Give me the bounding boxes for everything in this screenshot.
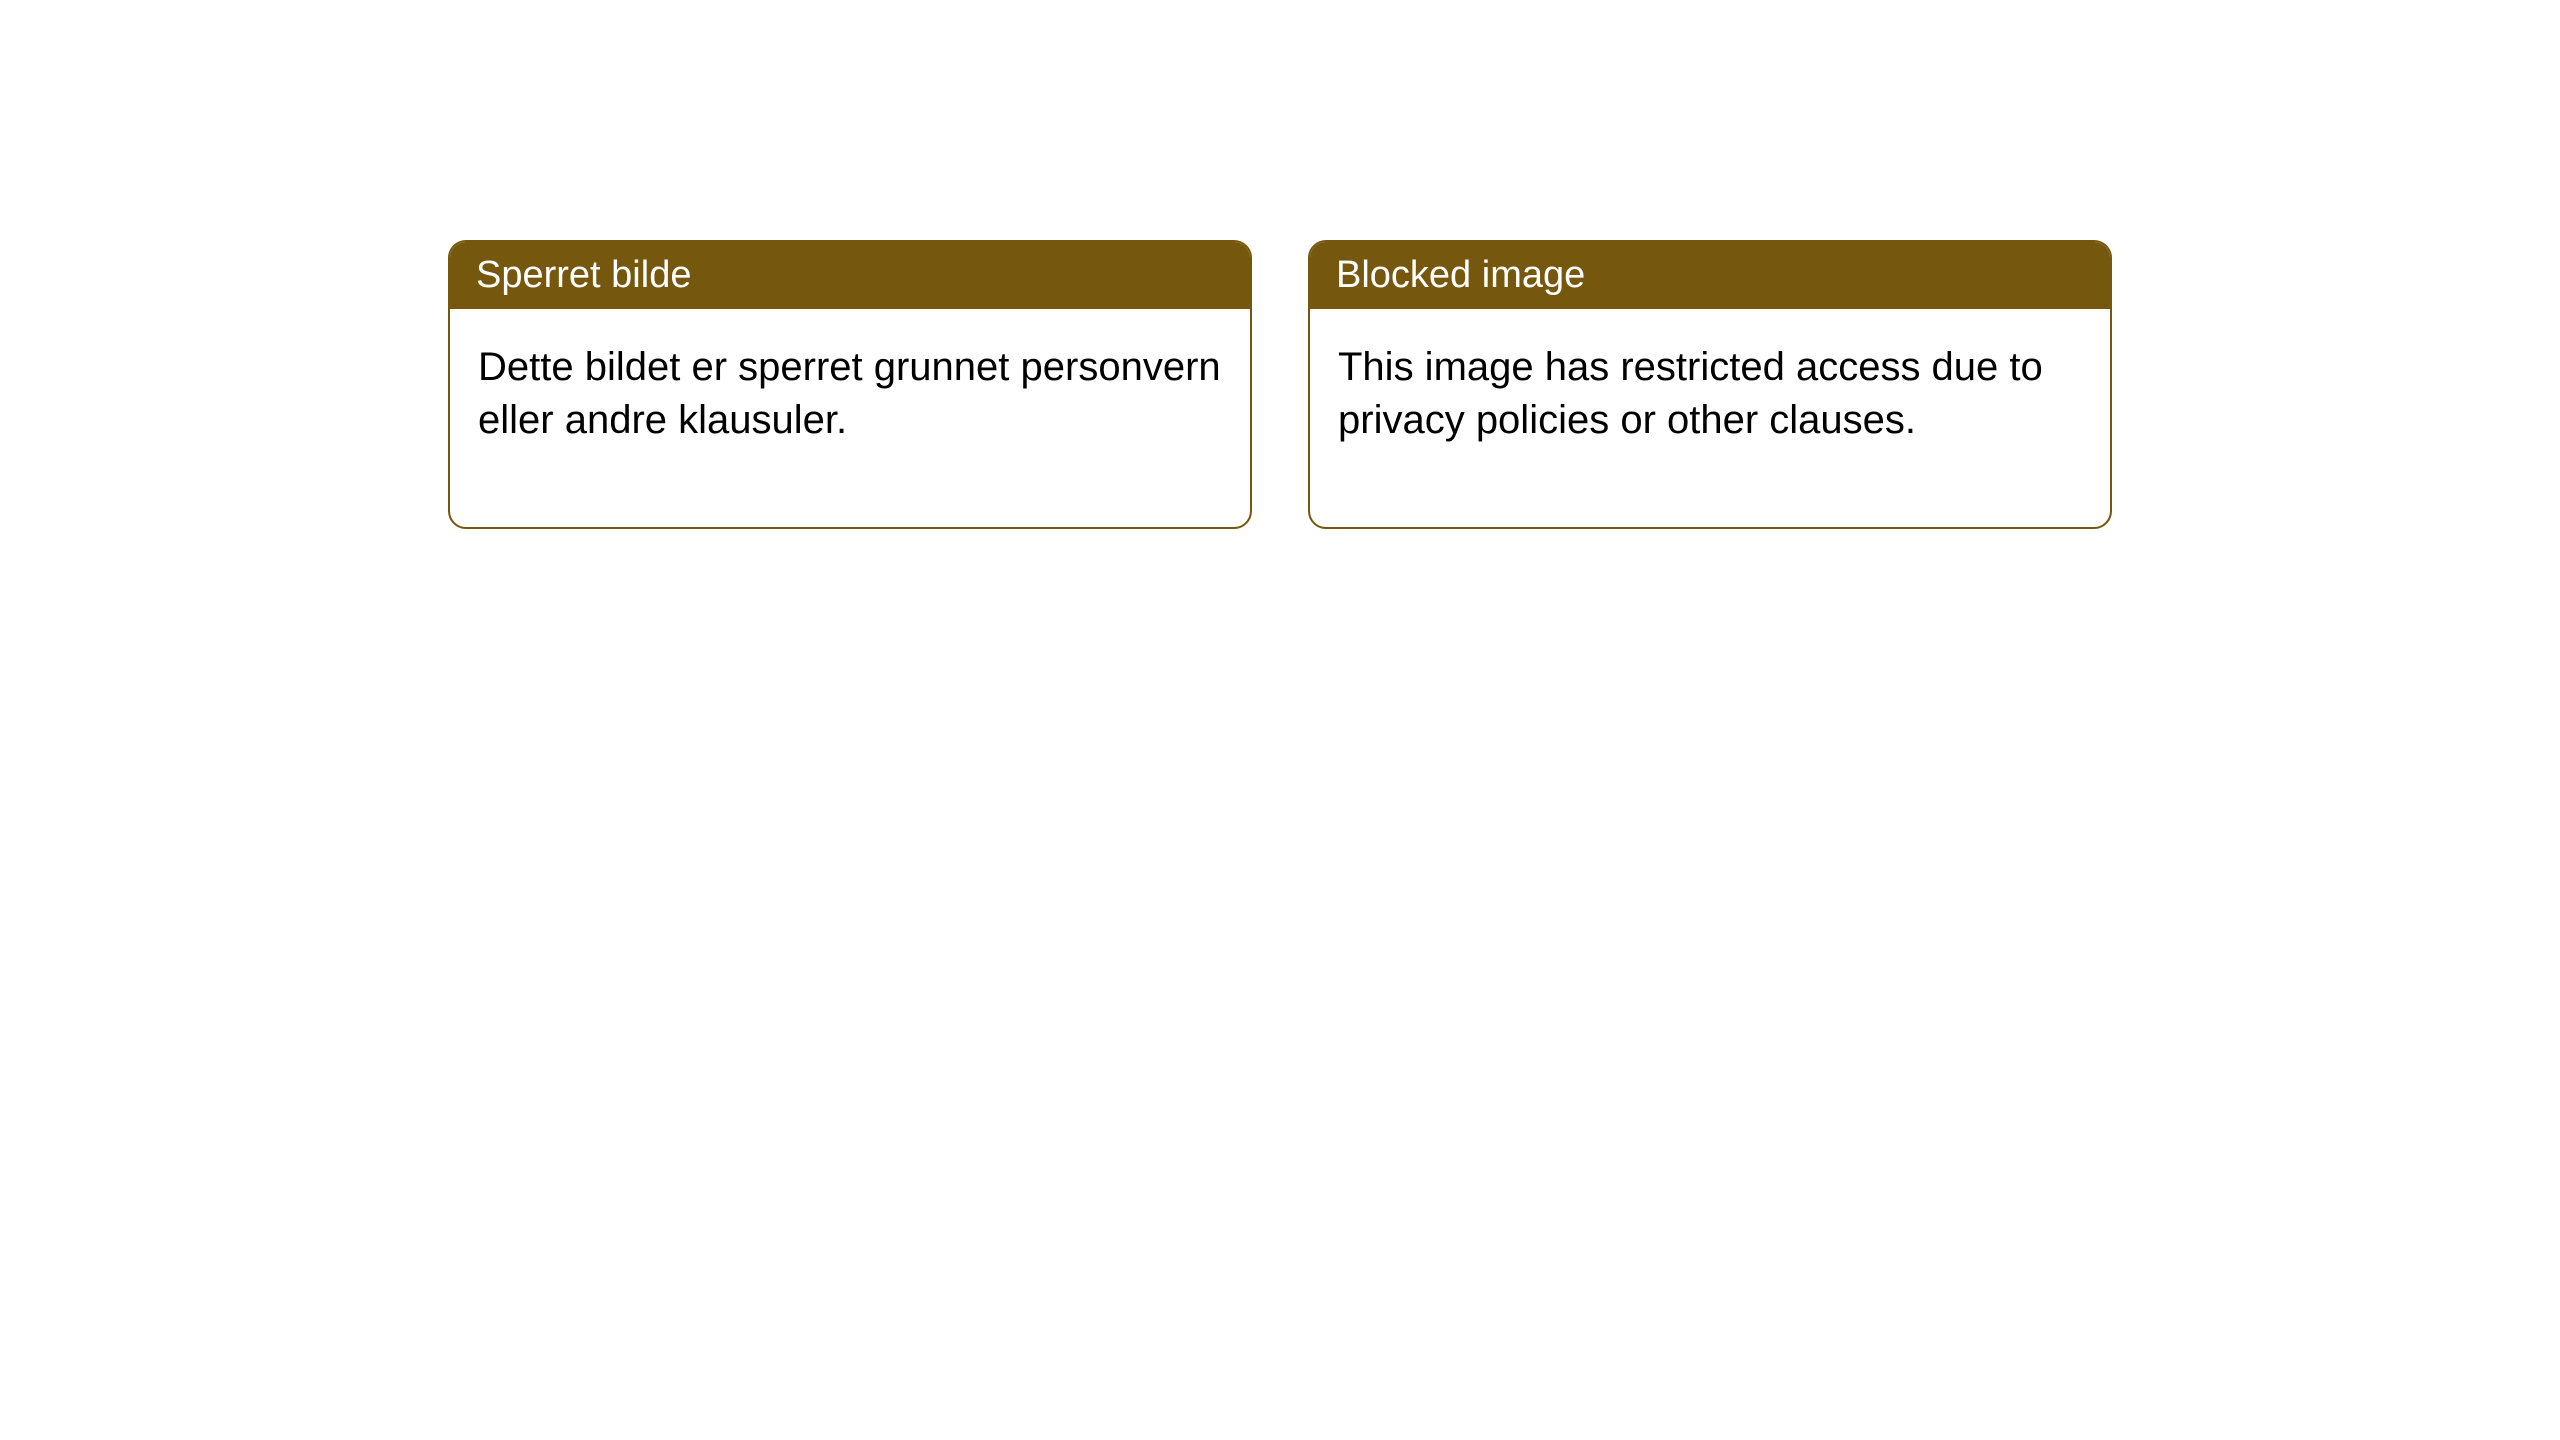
card-norwegian: Sperret bilde Dette bildet er sperret gr… bbox=[448, 240, 1252, 529]
card-body-text: Dette bildet er sperret grunnet personve… bbox=[450, 309, 1250, 527]
card-english: Blocked image This image has restricted … bbox=[1308, 240, 2112, 529]
card-body-text: This image has restricted access due to … bbox=[1310, 309, 2110, 527]
card-container: Sperret bilde Dette bildet er sperret gr… bbox=[0, 0, 2560, 529]
card-header: Blocked image bbox=[1310, 242, 2110, 309]
card-header: Sperret bilde bbox=[450, 242, 1250, 309]
